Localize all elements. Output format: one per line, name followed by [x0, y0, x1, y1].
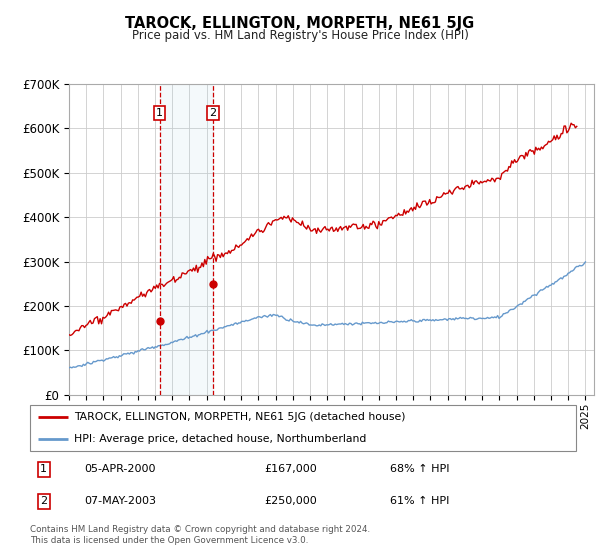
Text: 2: 2 — [209, 108, 217, 118]
Text: 05-APR-2000: 05-APR-2000 — [85, 464, 156, 474]
Text: 1: 1 — [156, 108, 163, 118]
FancyBboxPatch shape — [30, 405, 576, 451]
Text: Contains HM Land Registry data © Crown copyright and database right 2024.
This d: Contains HM Land Registry data © Crown c… — [30, 525, 370, 545]
Text: TAROCK, ELLINGTON, MORPETH, NE61 5JG (detached house): TAROCK, ELLINGTON, MORPETH, NE61 5JG (de… — [74, 412, 405, 422]
Text: TAROCK, ELLINGTON, MORPETH, NE61 5JG: TAROCK, ELLINGTON, MORPETH, NE61 5JG — [125, 16, 475, 31]
Text: 1: 1 — [40, 464, 47, 474]
Text: Price paid vs. HM Land Registry's House Price Index (HPI): Price paid vs. HM Land Registry's House … — [131, 29, 469, 42]
Text: 2: 2 — [40, 497, 47, 506]
Text: 07-MAY-2003: 07-MAY-2003 — [85, 497, 157, 506]
Text: HPI: Average price, detached house, Northumberland: HPI: Average price, detached house, Nort… — [74, 435, 366, 444]
Text: £250,000: £250,000 — [265, 497, 317, 506]
Bar — [160, 84, 213, 395]
Text: 61% ↑ HPI: 61% ↑ HPI — [391, 497, 450, 506]
Text: £167,000: £167,000 — [265, 464, 317, 474]
Text: 68% ↑ HPI: 68% ↑ HPI — [391, 464, 450, 474]
